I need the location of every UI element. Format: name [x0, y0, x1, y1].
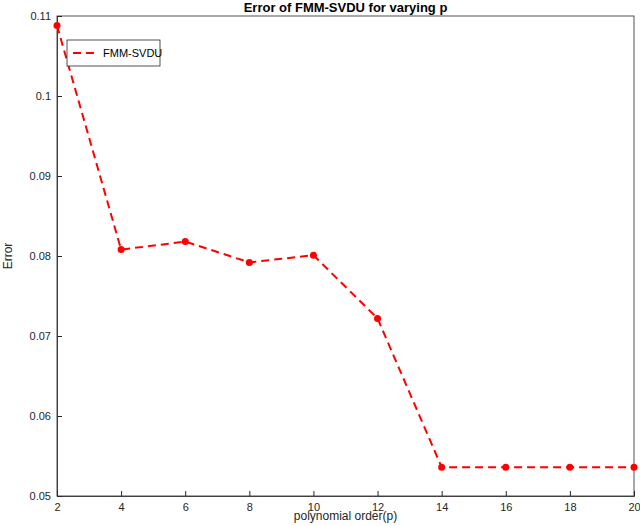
x-tick-label: 14	[436, 501, 448, 513]
x-tick-label: 8	[247, 501, 253, 513]
y-tick-mark	[57, 336, 62, 337]
series-marker	[631, 464, 638, 471]
y-tick-label: 0.1	[36, 90, 51, 102]
y-tick-label: 0.08	[30, 250, 51, 262]
y-tick-label: 0.06	[30, 410, 51, 422]
legend-label: FMM-SVDU	[103, 47, 162, 59]
y-tick: 0.07	[30, 330, 62, 342]
y-tick: 0.1	[36, 90, 62, 102]
y-tick: 0.11	[30, 10, 62, 22]
y-tick-mark	[57, 416, 62, 417]
x-tick: 16	[500, 491, 512, 513]
y-tick-mark	[57, 176, 62, 177]
y-tick-mark	[57, 96, 62, 97]
x-tick-mark	[442, 491, 443, 496]
x-axis-line	[58, 491, 635, 497]
y-axis-line	[58, 17, 63, 497]
legend: FMM-SVDU	[67, 40, 162, 66]
series-marker	[310, 252, 317, 259]
x-axis-title: polynomial order(p)	[294, 509, 397, 523]
series-marker	[438, 464, 445, 471]
y-tick: 0.08	[30, 250, 62, 262]
x-tick-mark	[121, 491, 122, 496]
x-tick-label: 2	[54, 501, 60, 513]
x-tick: 18	[564, 491, 576, 513]
y-tick-label: 0.11	[30, 10, 51, 22]
x-tick-mark	[634, 491, 635, 496]
series-marker	[246, 259, 253, 266]
series-line	[57, 26, 634, 468]
series-marker	[566, 464, 573, 471]
x-tick-mark	[378, 491, 379, 496]
y-tick-mark	[57, 16, 62, 17]
x-tick: 8	[247, 491, 253, 513]
series-marker	[502, 464, 509, 471]
y-tick-label: 0.09	[30, 170, 51, 182]
series-marker	[374, 315, 381, 322]
y-tick-label: 0.07	[30, 330, 51, 342]
y-tick-mark	[57, 256, 62, 257]
y-axis: 0.05 0.06 0.07 0.08 0.09 0.1 0.11	[30, 10, 62, 502]
x-tick: 6	[183, 491, 189, 513]
x-tick-mark	[506, 491, 507, 496]
y-axis-title: Error	[1, 243, 15, 270]
x-tick-mark	[185, 491, 186, 496]
title: Error of FMM-SVDU for varying p	[244, 0, 448, 15]
x-tick-mark	[313, 491, 314, 496]
y-tick-mark	[57, 496, 62, 497]
frame	[57, 16, 634, 496]
x-tick: 14	[436, 491, 448, 513]
series-group	[54, 22, 638, 471]
y-tick: 0.05	[30, 490, 62, 502]
series-marker	[118, 246, 125, 253]
x-tick-label: 16	[500, 501, 512, 513]
x-tick-mark	[570, 491, 571, 496]
x-tick-label: 4	[119, 501, 125, 513]
y-tick: 0.06	[30, 410, 62, 422]
chart: 24681012141618200.050.060.070.080.090.10…	[0, 0, 640, 526]
series-marker	[54, 22, 61, 29]
x-tick-label: 20	[628, 501, 640, 513]
legend-swatch	[73, 52, 97, 54]
series-marker	[182, 238, 189, 245]
plot: 24681012141618200.050.060.070.080.090.10…	[30, 10, 640, 513]
x-tick: 4	[119, 491, 125, 513]
y-tick-label: 0.05	[30, 490, 51, 502]
x-tick-label: 6	[183, 501, 189, 513]
x-tick: 20	[628, 491, 640, 513]
y-tick: 0.09	[30, 170, 62, 182]
x-tick-mark	[249, 491, 250, 496]
x-tick-label: 18	[564, 501, 576, 513]
